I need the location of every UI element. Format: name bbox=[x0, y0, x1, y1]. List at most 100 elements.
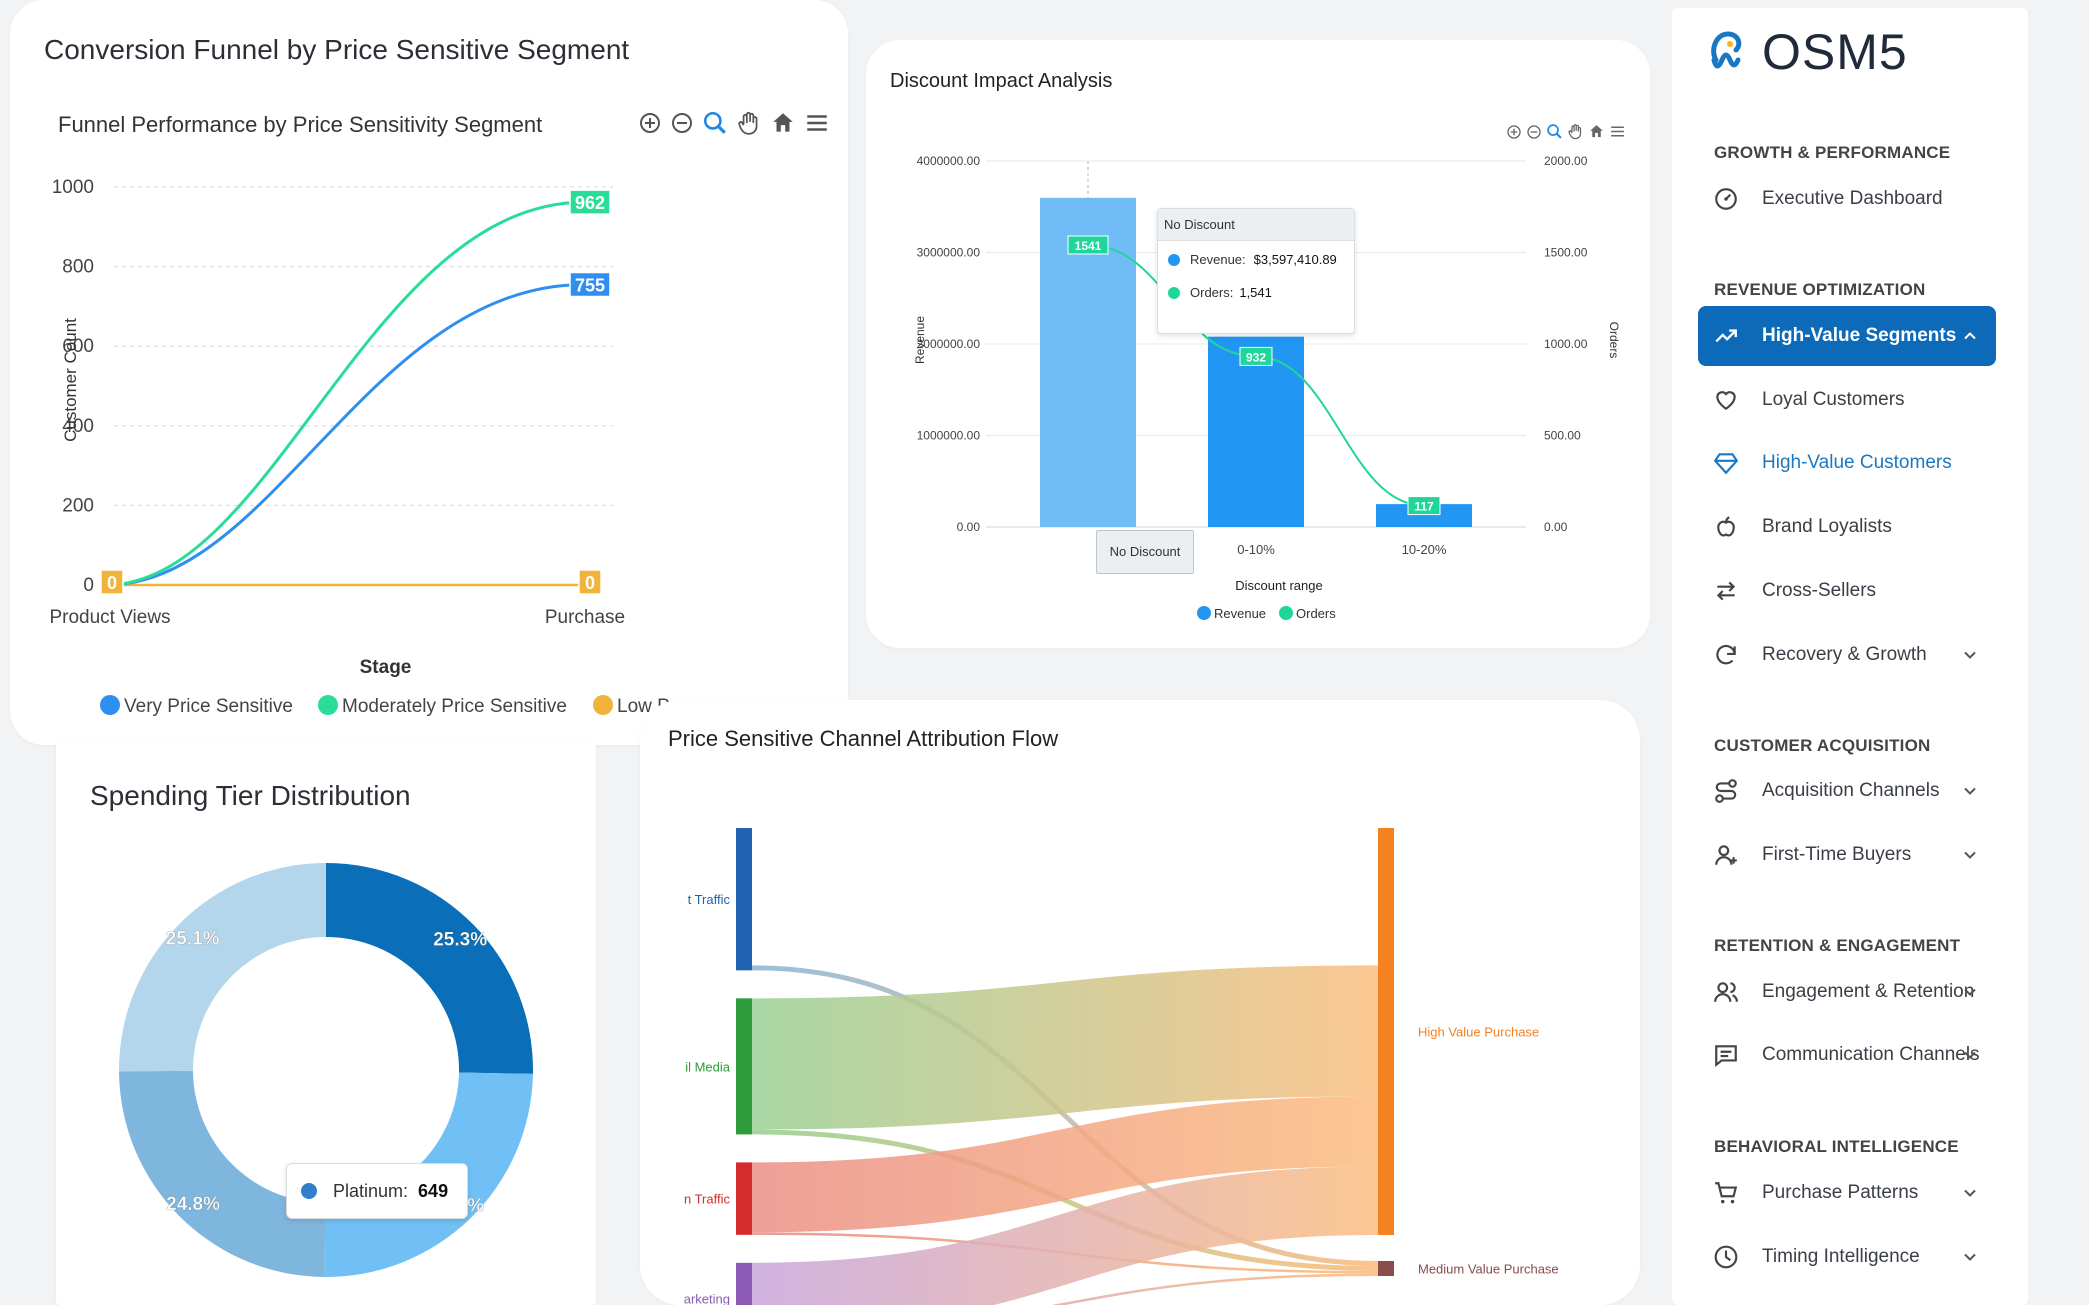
users-icon bbox=[1712, 978, 1740, 1006]
chevron-down-icon[interactable] bbox=[1960, 645, 1980, 665]
tooltip-revenue-value: $3,597,410.89 bbox=[1253, 252, 1337, 267]
sidebar-item-high-value-segments[interactable]: High-Value Segments bbox=[1698, 306, 1996, 366]
sidebar-item-timing-intelligence[interactable]: Timing Intelligence bbox=[1698, 1227, 1996, 1287]
sankey-target-label: Medium Value Purchase bbox=[1418, 1262, 1559, 1277]
orders-label-bg bbox=[1239, 346, 1273, 366]
home-icon[interactable] bbox=[1588, 123, 1605, 140]
sankey-link[interactable] bbox=[751, 965, 1379, 1130]
sidebar-item-label: High-Value Segments bbox=[1762, 325, 1957, 346]
x-axis-title: Stage bbox=[360, 657, 412, 678]
sidebar-item-first-time-buyers[interactable]: First-Time Buyers bbox=[1698, 825, 1996, 885]
chevron-up-icon[interactable] bbox=[1960, 326, 1980, 346]
sankey-source-node[interactable] bbox=[736, 1162, 752, 1235]
octopus-logo-icon bbox=[1711, 31, 1742, 69]
sidebar-item-cross-sellers[interactable]: Cross-Sellers bbox=[1698, 561, 1996, 621]
y-tick-label: 200 bbox=[62, 495, 94, 516]
sankey-link[interactable] bbox=[752, 1273, 1379, 1305]
revenue-bar[interactable] bbox=[1208, 336, 1304, 527]
chevron-down-icon[interactable] bbox=[1960, 982, 1980, 1002]
chevron-down-icon[interactable] bbox=[1960, 1247, 1980, 1267]
funnel-toolbar bbox=[630, 110, 830, 136]
chevron-down-icon[interactable] bbox=[1960, 1183, 1980, 1203]
legend-marker[interactable] bbox=[318, 695, 338, 715]
funnel-card: Conversion Funnel by Price Sensitive Seg… bbox=[10, 0, 848, 745]
x-tick-label: Product Views bbox=[49, 607, 170, 628]
tooltip-orders-value: 1,541 bbox=[1239, 285, 1272, 300]
funnel-line-chart: 0 200 400 600 800 1000 Product Views Purchase St… bbox=[49, 177, 669, 717]
series-line bbox=[105, 283, 586, 587]
zoom-out-icon[interactable] bbox=[1526, 124, 1542, 140]
donut-slice[interactable] bbox=[119, 863, 326, 1072]
legend-item[interactable]: Very Price Sensitive bbox=[124, 696, 293, 717]
donut-slice[interactable] bbox=[326, 863, 533, 1074]
y-tick-label: 400 bbox=[62, 416, 94, 437]
sidebar-item-brand-loyalists[interactable]: Brand Loyalists bbox=[1698, 497, 1996, 557]
sidebar-item-label: Cross-Sellers bbox=[1762, 580, 1877, 601]
chevron-down-icon[interactable] bbox=[1960, 781, 1980, 801]
zoom-in-icon[interactable] bbox=[1506, 124, 1522, 140]
selection-zoom-icon[interactable] bbox=[702, 110, 728, 136]
legend-marker[interactable] bbox=[593, 695, 613, 715]
chevron-down-icon[interactable] bbox=[1960, 1045, 1980, 1065]
brand-logo[interactable]: OSM5 bbox=[1702, 22, 1908, 82]
data-label: 755 bbox=[575, 276, 605, 296]
x-tick-label: 10-20% bbox=[1402, 542, 1447, 557]
data-label: 962 bbox=[575, 193, 605, 213]
sankey-link[interactable] bbox=[751, 1129, 1379, 1272]
sidebar-item-recovery-growth[interactable]: Recovery & Growth bbox=[1698, 625, 1996, 685]
sankey-chart: t Traffic il Media n Traffic arketing High V… bbox=[684, 828, 1559, 1305]
data-label-bg bbox=[578, 569, 602, 595]
revenue-bar[interactable] bbox=[1376, 504, 1472, 527]
legend-item[interactable]: Orders bbox=[1296, 606, 1336, 621]
sankey-source-node[interactable] bbox=[736, 1262, 752, 1305]
sankey-link[interactable] bbox=[751, 1096, 1379, 1233]
swap-arrows-icon bbox=[1712, 577, 1740, 605]
sankey-source-node[interactable] bbox=[736, 998, 752, 1135]
sankey-link[interactable] bbox=[751, 1166, 1379, 1305]
menu-icon[interactable] bbox=[1609, 123, 1626, 140]
menu-icon[interactable] bbox=[804, 110, 830, 136]
sidebar-item-label: Purchase Patterns bbox=[1762, 1182, 1919, 1203]
y-axis-title: Customer Count bbox=[61, 318, 80, 442]
tooltip-revenue-label: Revenue: bbox=[1190, 252, 1246, 267]
sidebar-item-label: Engagement & Retention bbox=[1762, 981, 1975, 1002]
legend-marker[interactable] bbox=[100, 695, 120, 715]
orders-label-bg bbox=[1067, 235, 1109, 255]
sidebar-item-label: Executive Dashboard bbox=[1762, 188, 1943, 209]
sankey-card: Price Sensitive Channel Attribution Flow… bbox=[640, 700, 1640, 1305]
zoom-out-icon[interactable] bbox=[670, 111, 694, 135]
sankey-target-node[interactable] bbox=[1378, 1261, 1394, 1276]
x-hover-label: No Discount bbox=[1096, 530, 1194, 574]
sankey-link[interactable] bbox=[751, 965, 1379, 1267]
sidebar-item-loyal-customers[interactable]: Loyal Customers bbox=[1698, 370, 1996, 430]
zoom-in-icon[interactable] bbox=[638, 111, 662, 135]
y-tick-label: 0.00 bbox=[957, 520, 981, 534]
section-title: CUSTOMER ACQUISITION bbox=[1714, 736, 1931, 755]
sidebar-item-purchase-patterns[interactable]: Purchase Patterns bbox=[1698, 1163, 1996, 1223]
pan-hand-icon[interactable] bbox=[736, 110, 762, 136]
chevron-down-icon[interactable] bbox=[1960, 845, 1980, 865]
sidebar-item-high-value-customers[interactable]: High-Value Customers bbox=[1698, 433, 1996, 493]
sankey-source-node[interactable] bbox=[736, 828, 752, 971]
tooltip-platinum-value: 649 bbox=[418, 1180, 449, 1201]
legend-item[interactable]: Revenue bbox=[1214, 606, 1266, 621]
legend-marker[interactable] bbox=[1197, 606, 1211, 620]
selection-zoom-icon[interactable] bbox=[1546, 123, 1563, 140]
sidebar-item-executive-dashboard[interactable]: Executive Dashboard bbox=[1698, 169, 1996, 229]
sankey-target-node[interactable] bbox=[1378, 828, 1394, 1236]
slice-label: 25.1% bbox=[166, 928, 220, 949]
sidebar-item-engagement-retention[interactable]: Engagement & Retention bbox=[1698, 962, 1996, 1022]
y-tick-label: 600 bbox=[62, 336, 94, 357]
sidebar-item-acquisition-channels[interactable]: Acquisition Channels bbox=[1698, 761, 1996, 821]
revenue-dot bbox=[1168, 253, 1180, 266]
data-label: 0 bbox=[107, 573, 117, 593]
legend-item[interactable]: Moderately Price Sensitive bbox=[342, 696, 567, 717]
discount-tooltip: No Discount Revenue: $3,597,410.89 Order… bbox=[1157, 208, 1355, 334]
pan-hand-icon[interactable] bbox=[1567, 123, 1584, 140]
gauge-icon bbox=[1712, 185, 1740, 213]
legend-marker[interactable] bbox=[1279, 606, 1293, 620]
home-icon[interactable] bbox=[770, 110, 796, 136]
y-tick-label: 3000000.00 bbox=[917, 246, 981, 260]
donut-slice[interactable] bbox=[119, 1070, 326, 1277]
sidebar-item-communication-channels[interactable]: Communication Channels bbox=[1698, 1025, 1996, 1085]
